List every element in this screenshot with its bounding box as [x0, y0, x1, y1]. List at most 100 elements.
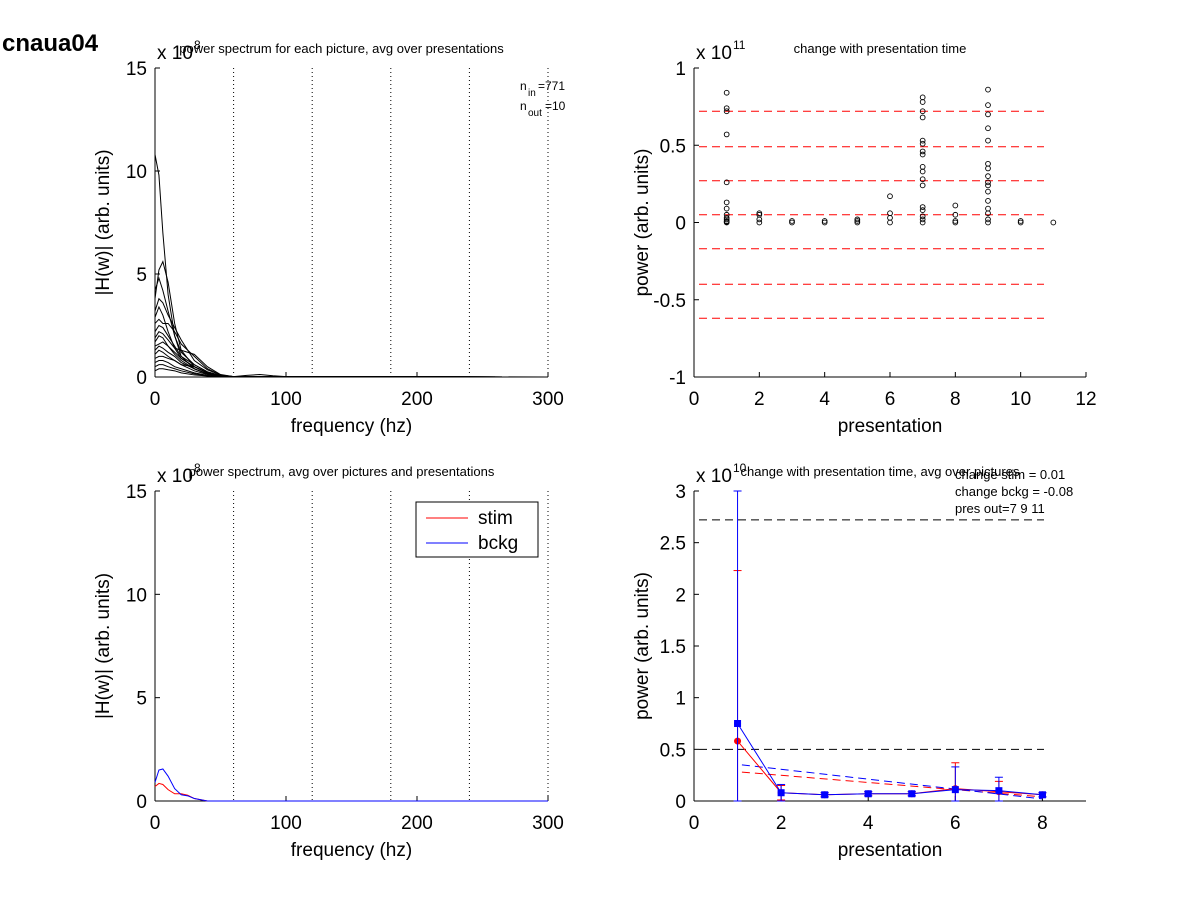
scatter-point — [985, 188, 991, 195]
scatter-point — [919, 140, 926, 147]
scatter-point — [919, 219, 926, 226]
y-tick-label: 15 — [126, 482, 147, 503]
scatter-point — [789, 218, 795, 224]
scatter-point — [985, 160, 991, 167]
scatter-point — [919, 164, 926, 170]
spectrum-line — [154, 768, 548, 802]
x-tick-label: 6 — [885, 389, 896, 410]
spectrum-line — [154, 331, 549, 378]
exponent-label: x 10 — [157, 466, 193, 487]
scatter-point — [789, 219, 795, 226]
figure-title: cnaua04 — [2, 30, 99, 57]
x-axis-label: frequency (hz) — [291, 840, 412, 861]
stats-annotation: change stim = 0.01 — [955, 467, 1065, 482]
chart-title: power spectrum for each picture, avg ove… — [179, 41, 504, 56]
scatter-point — [723, 89, 730, 96]
chart-panel-3: 0 100 200 300 0 5 10 15 frequency (hz) |H(w)| (ar… — [93, 461, 564, 861]
x-tick-label: 0 — [150, 389, 161, 410]
annotation-n-in-sub: in — [528, 88, 536, 99]
scatter-point — [919, 204, 926, 210]
y-tick-label: 1 — [675, 689, 686, 710]
spectrum-line — [154, 349, 549, 378]
scatter-point — [919, 168, 926, 175]
y-tick-label: 0 — [675, 792, 686, 813]
y-tick-label: 10 — [126, 585, 147, 606]
scatter-point — [723, 199, 730, 206]
y-tick-label: -1 — [669, 368, 686, 389]
y-tick-label: 15 — [126, 59, 147, 80]
y-tick-label: 0.5 — [660, 740, 686, 761]
chart-panel-2: 0 2 4 6 8 10 12 -1 -0.5 0 0.5 1 presentation power (a… — [632, 38, 1097, 437]
chart-title: power spectrum, avg over pictures and pr… — [189, 464, 495, 479]
y-tick-label: -0.5 — [653, 291, 686, 312]
scatter-point — [985, 102, 991, 108]
bckg-marker — [995, 787, 1003, 795]
scatter-point — [821, 219, 828, 226]
x-tick-label: 8 — [950, 389, 961, 410]
y-tick-label: 0 — [675, 214, 686, 235]
scatter-point — [919, 99, 926, 105]
scatter-point — [723, 219, 730, 226]
scatter-point — [985, 86, 991, 93]
bckg-marker — [864, 790, 872, 798]
scatter-point — [985, 173, 991, 180]
exponent-superscript: 10 — [733, 461, 747, 475]
y-tick-label: 10 — [126, 162, 147, 183]
trend-line — [741, 764, 1043, 800]
y-axis-label: |H(w)| (arb. units) — [93, 149, 114, 295]
scatter-point — [952, 219, 959, 226]
x-tick-label: 12 — [1075, 389, 1096, 410]
annotation-n-in: n — [520, 79, 527, 93]
spectrum-line — [154, 260, 549, 378]
scatter-point — [756, 219, 763, 226]
x-tick-label: 0 — [689, 813, 700, 834]
exponent-superscript: 8 — [194, 38, 201, 52]
y-axis-label: power (arb. units) — [632, 572, 653, 720]
x-tick-label: 2 — [754, 389, 765, 410]
chart-title: change with presentation time, avg over … — [741, 464, 1020, 479]
scatter-point — [919, 114, 926, 121]
x-tick-label: 300 — [532, 813, 564, 834]
y-tick-label: 0 — [136, 368, 147, 389]
scatter-point — [723, 108, 730, 115]
y-axis-label: power (arb. units) — [632, 149, 653, 297]
bckg-marker — [777, 789, 785, 797]
scatter-point — [985, 179, 991, 186]
spectrum-line — [154, 324, 549, 378]
scatter-point — [919, 216, 926, 223]
scatter-point — [985, 125, 991, 132]
x-axis-label: frequency (hz) — [291, 416, 412, 437]
scatter-point — [723, 205, 730, 212]
scatter-point — [887, 219, 893, 226]
x-tick-label: 0 — [689, 389, 700, 410]
y-tick-label: 5 — [136, 265, 147, 286]
scatter-point — [985, 137, 991, 144]
x-tick-label: 200 — [401, 813, 433, 834]
scatter-point — [919, 108, 926, 115]
spectrum-line — [154, 305, 549, 378]
stats-annotation: change bckg = -0.08 — [955, 484, 1073, 499]
scatter-point — [1017, 218, 1024, 224]
bckg-marker — [908, 790, 916, 798]
x-tick-label: 10 — [1010, 389, 1031, 410]
x-tick-label: 100 — [270, 389, 302, 410]
bckg-marker — [1038, 791, 1046, 799]
bckg-marker — [734, 720, 742, 727]
y-tick-label: 3 — [675, 482, 686, 503]
scatter-point — [919, 213, 926, 220]
scatter-point — [854, 216, 861, 223]
x-axis-label: presentation — [838, 840, 943, 861]
x-tick-label: 300 — [532, 389, 564, 410]
scatter-point — [756, 210, 763, 217]
x-tick-label: 100 — [270, 813, 302, 834]
scatter-point — [919, 94, 926, 101]
scatter-point — [756, 216, 763, 223]
spectrum-line — [155, 374, 549, 378]
spectrum-line — [154, 782, 548, 802]
y-tick-label: 1 — [675, 59, 686, 80]
trend-line — [741, 771, 1043, 798]
y-axis-label: |H(w)| (arb. units) — [93, 573, 114, 719]
scatter-point — [919, 151, 926, 158]
scatter-point — [919, 182, 926, 189]
